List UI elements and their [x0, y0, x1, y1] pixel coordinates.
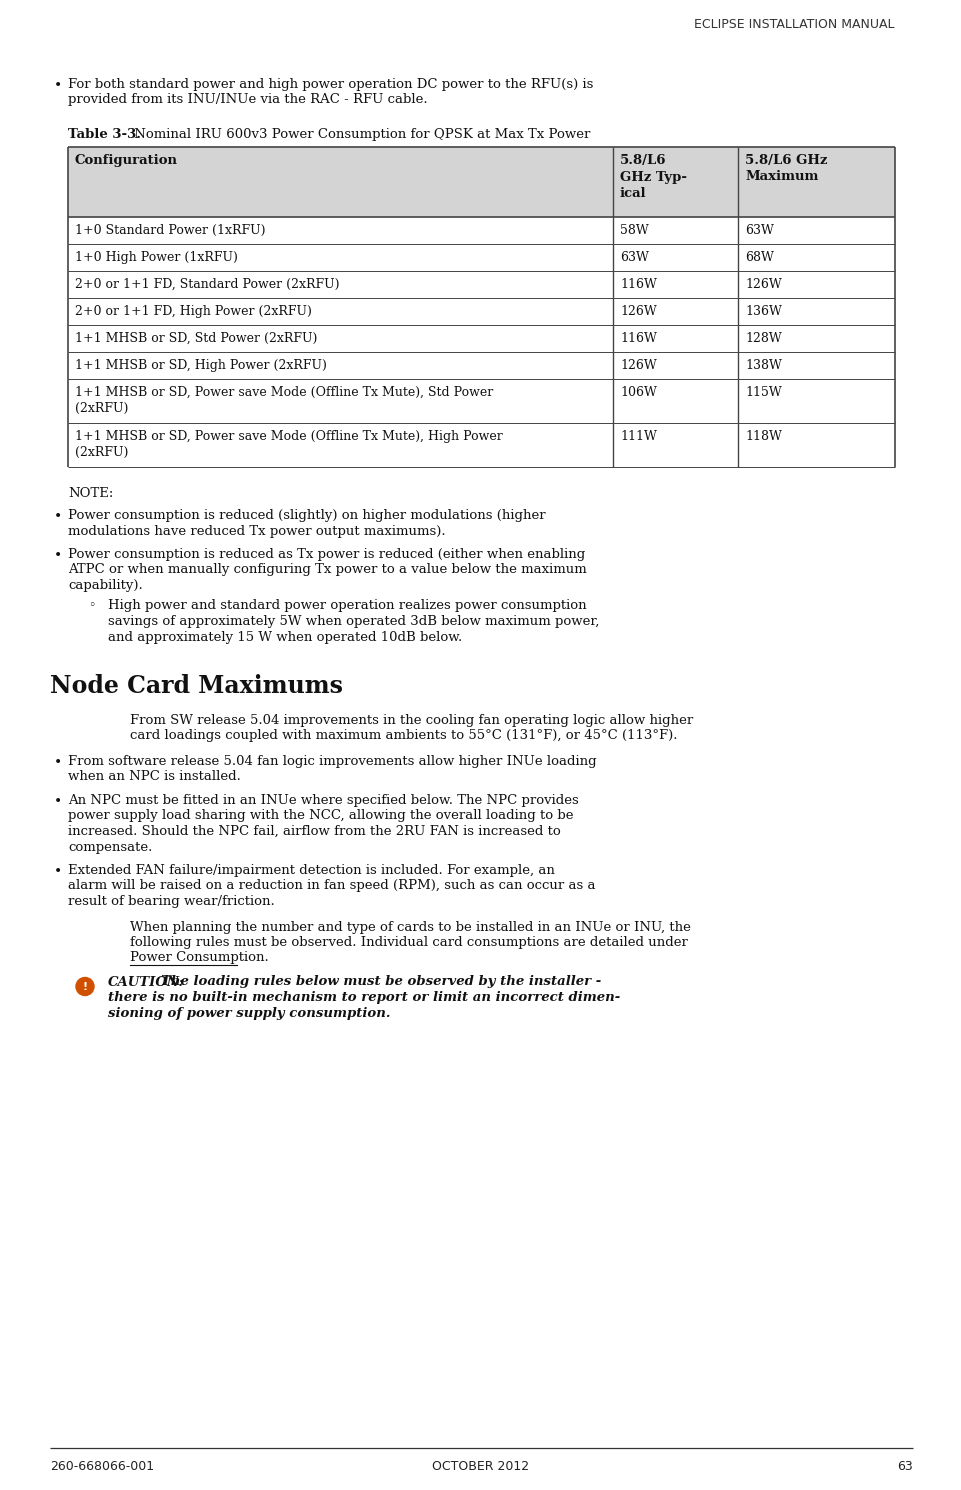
Text: 63: 63 — [897, 1460, 912, 1474]
Bar — [68, 148, 894, 218]
Text: 1+1 MHSB or SD, Power save Mode (Offline Tx Mute), High Power
(2xRFU): 1+1 MHSB or SD, Power save Mode (Offline… — [75, 431, 503, 459]
Text: when an NPC is installed.: when an NPC is installed. — [68, 770, 240, 784]
Text: When planning the number and type of cards to be installed in an INUe or INU, th: When planning the number and type of car… — [130, 921, 690, 934]
Text: 63W: 63W — [744, 224, 773, 237]
Text: ATPC or when manually configuring Tx power to a value below the maximum: ATPC or when manually configuring Tx pow… — [68, 563, 586, 577]
Text: capability).: capability). — [68, 580, 142, 592]
Text: ECLIPSE INSTALLATION MANUAL: ECLIPSE INSTALLATION MANUAL — [694, 18, 894, 31]
Text: Power consumption is reduced as Tx power is reduced (either when enabling: Power consumption is reduced as Tx power… — [68, 548, 584, 562]
Text: result of bearing wear/friction.: result of bearing wear/friction. — [68, 895, 275, 907]
Text: •: • — [54, 77, 62, 92]
Text: From SW release 5.04 improvements in the cooling fan operating logic allow highe: From SW release 5.04 improvements in the… — [130, 714, 693, 727]
Text: 126W: 126W — [744, 279, 781, 291]
Text: 116W: 116W — [619, 332, 656, 346]
Text: 136W: 136W — [744, 305, 781, 317]
Text: An NPC must be fitted in an INUe where specified below. The NPC provides: An NPC must be fitted in an INUe where s… — [68, 794, 579, 808]
Text: Node Card Maximums: Node Card Maximums — [50, 673, 343, 697]
Text: •: • — [54, 510, 62, 523]
Text: NOTE:: NOTE: — [68, 487, 113, 501]
Text: savings of approximately 5W when operated 3dB below maximum power,: savings of approximately 5W when operate… — [108, 615, 599, 627]
Text: 126W: 126W — [619, 305, 656, 317]
Text: following rules must be observed. Individual card consumptions are detailed unde: following rules must be observed. Indivi… — [130, 936, 687, 949]
Text: 106W: 106W — [619, 386, 656, 399]
Text: 260-668066-001: 260-668066-001 — [50, 1460, 154, 1474]
Text: 118W: 118W — [744, 431, 781, 443]
Text: From software release 5.04 fan logic improvements allow higher INUe loading: From software release 5.04 fan logic imp… — [68, 755, 596, 767]
Text: CAUTION:: CAUTION: — [108, 976, 185, 988]
Text: increased. Should the NPC fail, airflow from the 2RU FAN is increased to: increased. Should the NPC fail, airflow … — [68, 825, 560, 837]
Text: •: • — [54, 864, 62, 878]
Text: power supply load sharing with the NCC, allowing the overall loading to be: power supply load sharing with the NCC, … — [68, 809, 573, 822]
Text: 2+0 or 1+1 FD, High Power (2xRFU): 2+0 or 1+1 FD, High Power (2xRFU) — [75, 305, 311, 317]
Text: 138W: 138W — [744, 359, 781, 372]
Text: •: • — [54, 794, 62, 808]
Text: Table 3-3.: Table 3-3. — [68, 128, 141, 142]
Text: alarm will be raised on a reduction in fan speed (RPM), such as can occur as a: alarm will be raised on a reduction in f… — [68, 879, 595, 893]
Text: card loadings coupled with maximum ambients to 55°C (131°F), or 45°C (113°F).: card loadings coupled with maximum ambie… — [130, 730, 677, 742]
Text: 115W: 115W — [744, 386, 781, 399]
Text: there is no built-in mechanism to report or limit an incorrect dimen-: there is no built-in mechanism to report… — [108, 991, 620, 1004]
Text: Power consumption is reduced (slightly) on higher modulations (higher: Power consumption is reduced (slightly) … — [68, 510, 545, 522]
Text: •: • — [54, 548, 62, 562]
Text: 126W: 126W — [619, 359, 656, 372]
Text: and approximately 15 W when operated 10dB below.: and approximately 15 W when operated 10d… — [108, 630, 462, 644]
Text: •: • — [54, 755, 62, 769]
Text: 1+1 MHSB or SD, Power save Mode (Offline Tx Mute), Std Power
(2xRFU): 1+1 MHSB or SD, Power save Mode (Offline… — [75, 386, 493, 416]
Text: For both standard power and high power operation DC power to the RFU(s) is: For both standard power and high power o… — [68, 77, 593, 91]
Text: 111W: 111W — [619, 431, 656, 443]
Text: 128W: 128W — [744, 332, 781, 346]
Text: modulations have reduced Tx power output maximums).: modulations have reduced Tx power output… — [68, 524, 445, 538]
Circle shape — [76, 977, 94, 995]
Text: 58W: 58W — [619, 224, 648, 237]
Text: Power Consumption.: Power Consumption. — [130, 952, 268, 964]
Text: 1+1 MHSB or SD, High Power (2xRFU): 1+1 MHSB or SD, High Power (2xRFU) — [75, 359, 327, 372]
Text: 2+0 or 1+1 FD, Standard Power (2xRFU): 2+0 or 1+1 FD, Standard Power (2xRFU) — [75, 279, 339, 291]
Text: Nominal IRU 600v3 Power Consumption for QPSK at Max Tx Power: Nominal IRU 600v3 Power Consumption for … — [130, 128, 590, 142]
Text: Configuration: Configuration — [75, 153, 178, 167]
Text: !: ! — [83, 982, 87, 991]
Text: 68W: 68W — [744, 250, 773, 264]
Text: 1+0 High Power (1xRFU): 1+0 High Power (1xRFU) — [75, 250, 237, 264]
Text: sioning of power supply consumption.: sioning of power supply consumption. — [108, 1007, 390, 1019]
Text: 1+1 MHSB or SD, Std Power (2xRFU): 1+1 MHSB or SD, Std Power (2xRFU) — [75, 332, 317, 346]
Text: 5.8/L6
GHz Typ-
ical: 5.8/L6 GHz Typ- ical — [619, 153, 686, 200]
Text: 63W: 63W — [619, 250, 649, 264]
Text: compensate.: compensate. — [68, 840, 152, 854]
Text: 116W: 116W — [619, 279, 656, 291]
Text: Extended FAN failure/impairment detection is included. For example, an: Extended FAN failure/impairment detectio… — [68, 864, 554, 878]
Text: High power and standard power operation realizes power consumption: High power and standard power operation … — [108, 599, 586, 612]
Text: The loading rules below must be observed by the installer -: The loading rules below must be observed… — [160, 976, 601, 988]
Text: 1+0 Standard Power (1xRFU): 1+0 Standard Power (1xRFU) — [75, 224, 265, 237]
Text: provided from its INU/INUe via the RAC - RFU cable.: provided from its INU/INUe via the RAC -… — [68, 94, 428, 106]
Text: 5.8/L6 GHz
Maximum: 5.8/L6 GHz Maximum — [744, 153, 826, 183]
Text: OCTOBER 2012: OCTOBER 2012 — [432, 1460, 529, 1474]
Text: ◦: ◦ — [87, 599, 95, 612]
